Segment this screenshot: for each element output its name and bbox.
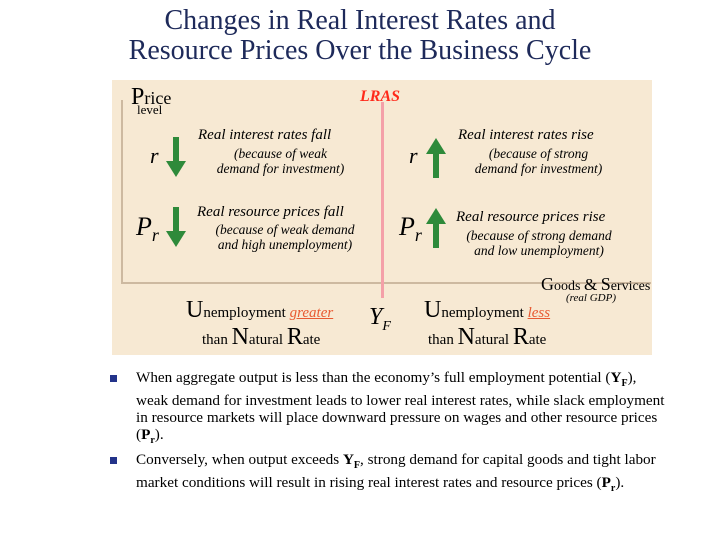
lras-line bbox=[381, 102, 384, 298]
down-arrow-icon bbox=[166, 207, 186, 247]
x-axis-note: (real GDP) bbox=[566, 292, 616, 304]
yf-label: YF bbox=[369, 304, 391, 334]
natural-rate-label-right: than Natural Rate bbox=[428, 324, 547, 350]
interest-rise-reason: (because of strong demand for investment) bbox=[474, 146, 603, 176]
resource-prices-fall-reason: (because of weak demand and high unemploy… bbox=[215, 222, 355, 252]
y-axis-label-level: level bbox=[137, 102, 163, 117]
bullet-item: Conversely, when output exceeds YF, stro… bbox=[110, 451, 670, 497]
r-symbol-left: r bbox=[150, 143, 159, 168]
r-symbol-right: r bbox=[409, 143, 418, 168]
down-arrow-icon bbox=[166, 137, 186, 177]
resource-prices-rise-reason: (because of strong demand and low unemplo… bbox=[466, 228, 612, 258]
title-line-2: Resource Prices Over the Business Cycle bbox=[128, 35, 592, 66]
pr-symbol-right: Pr bbox=[399, 212, 422, 246]
pr-symbol-left: Pr bbox=[136, 212, 159, 246]
up-arrow-icon bbox=[426, 138, 446, 178]
unemployment-greater-label: Unemployment greater bbox=[186, 297, 334, 323]
bullet-square-icon bbox=[110, 375, 117, 382]
bullet-item: When aggregate output is less than the e… bbox=[110, 369, 670, 449]
x-axis-label: Goods & Services bbox=[541, 274, 651, 294]
up-arrow-icon bbox=[426, 208, 446, 248]
x-axis-line bbox=[121, 282, 651, 284]
title-line-1: Changes in Real Interest Rates and bbox=[164, 5, 556, 36]
lras-label: LRAS bbox=[360, 88, 401, 105]
resource-prices-rise-label: Real resource prices rise bbox=[456, 209, 606, 225]
bullet-square-icon bbox=[110, 457, 117, 465]
y-axis-line bbox=[121, 100, 123, 282]
interest-rise-label: Real interest rates rise bbox=[458, 127, 594, 143]
unemployment-less-label: Unemployment less bbox=[424, 297, 551, 323]
natural-rate-label-left: than Natural Rate bbox=[202, 324, 321, 350]
interest-fall-label: Real interest rates fall bbox=[198, 127, 332, 143]
interest-fall-reason: (because of weak demand for investment) bbox=[216, 146, 345, 176]
page-title: Changes in Real Interest Rates and Resou… bbox=[0, 6, 720, 66]
resource-prices-fall-label: Real resource prices fall bbox=[197, 204, 344, 220]
y-axis-label: Price bbox=[131, 84, 172, 110]
bullet-list: When aggregate output is less than the e… bbox=[110, 369, 670, 499]
